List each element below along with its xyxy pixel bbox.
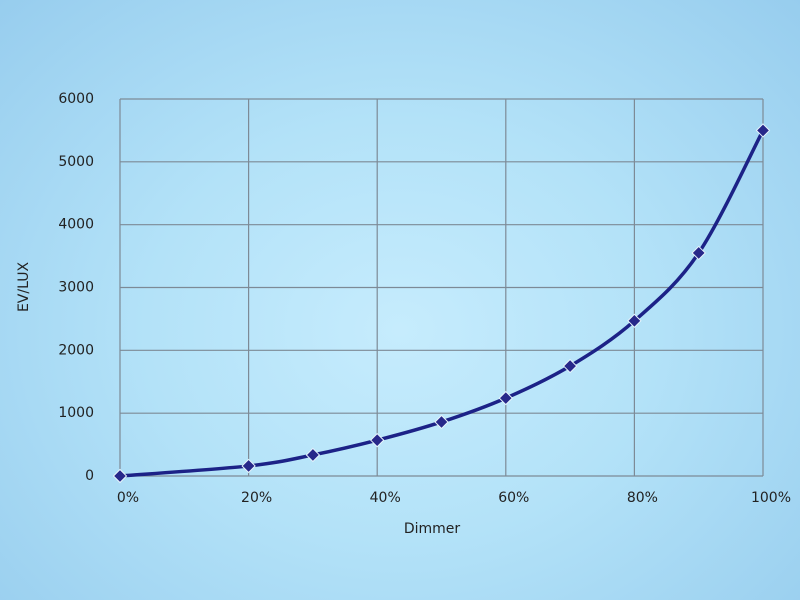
- y-tick-label: 6000: [58, 91, 94, 107]
- x-axis-label: Dimmer: [404, 521, 461, 537]
- marker: [498, 390, 514, 406]
- x-tick-label: 40%: [370, 490, 401, 506]
- line: [119, 129, 765, 478]
- marker: [627, 313, 642, 329]
- x-tick-label: 60%: [498, 490, 529, 506]
- x-tick-label: 0%: [117, 490, 139, 506]
- y-tick-label: 1000: [58, 405, 94, 421]
- marker: [434, 414, 449, 430]
- x-tick-label: 80%: [627, 490, 658, 506]
- marker: [241, 458, 256, 474]
- y-tick-label: 4000: [58, 217, 94, 233]
- y-tick-label: 0: [85, 468, 94, 484]
- marker: [691, 245, 706, 261]
- marker: [755, 123, 771, 138]
- marker: [305, 447, 321, 463]
- y-tick-label: 3000: [58, 280, 94, 296]
- marker: [562, 358, 578, 374]
- marker: [112, 468, 128, 484]
- y-tick-label: 2000: [58, 342, 94, 358]
- x-tick-label: 100%: [751, 490, 791, 506]
- y-axis-label: EV/LUX: [16, 262, 32, 312]
- y-tick-label: 5000: [58, 154, 94, 170]
- marker: [369, 432, 385, 448]
- x-tick-label: 20%: [241, 490, 272, 506]
